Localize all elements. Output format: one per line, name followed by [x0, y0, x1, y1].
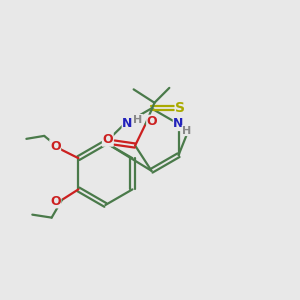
Text: O: O — [50, 195, 61, 208]
Text: O: O — [50, 140, 61, 153]
Text: O: O — [103, 133, 113, 146]
Text: N: N — [173, 118, 184, 130]
Text: H: H — [133, 115, 142, 124]
Text: N: N — [122, 118, 133, 130]
Text: S: S — [175, 101, 185, 116]
Text: H: H — [182, 125, 191, 136]
Text: O: O — [147, 115, 158, 128]
